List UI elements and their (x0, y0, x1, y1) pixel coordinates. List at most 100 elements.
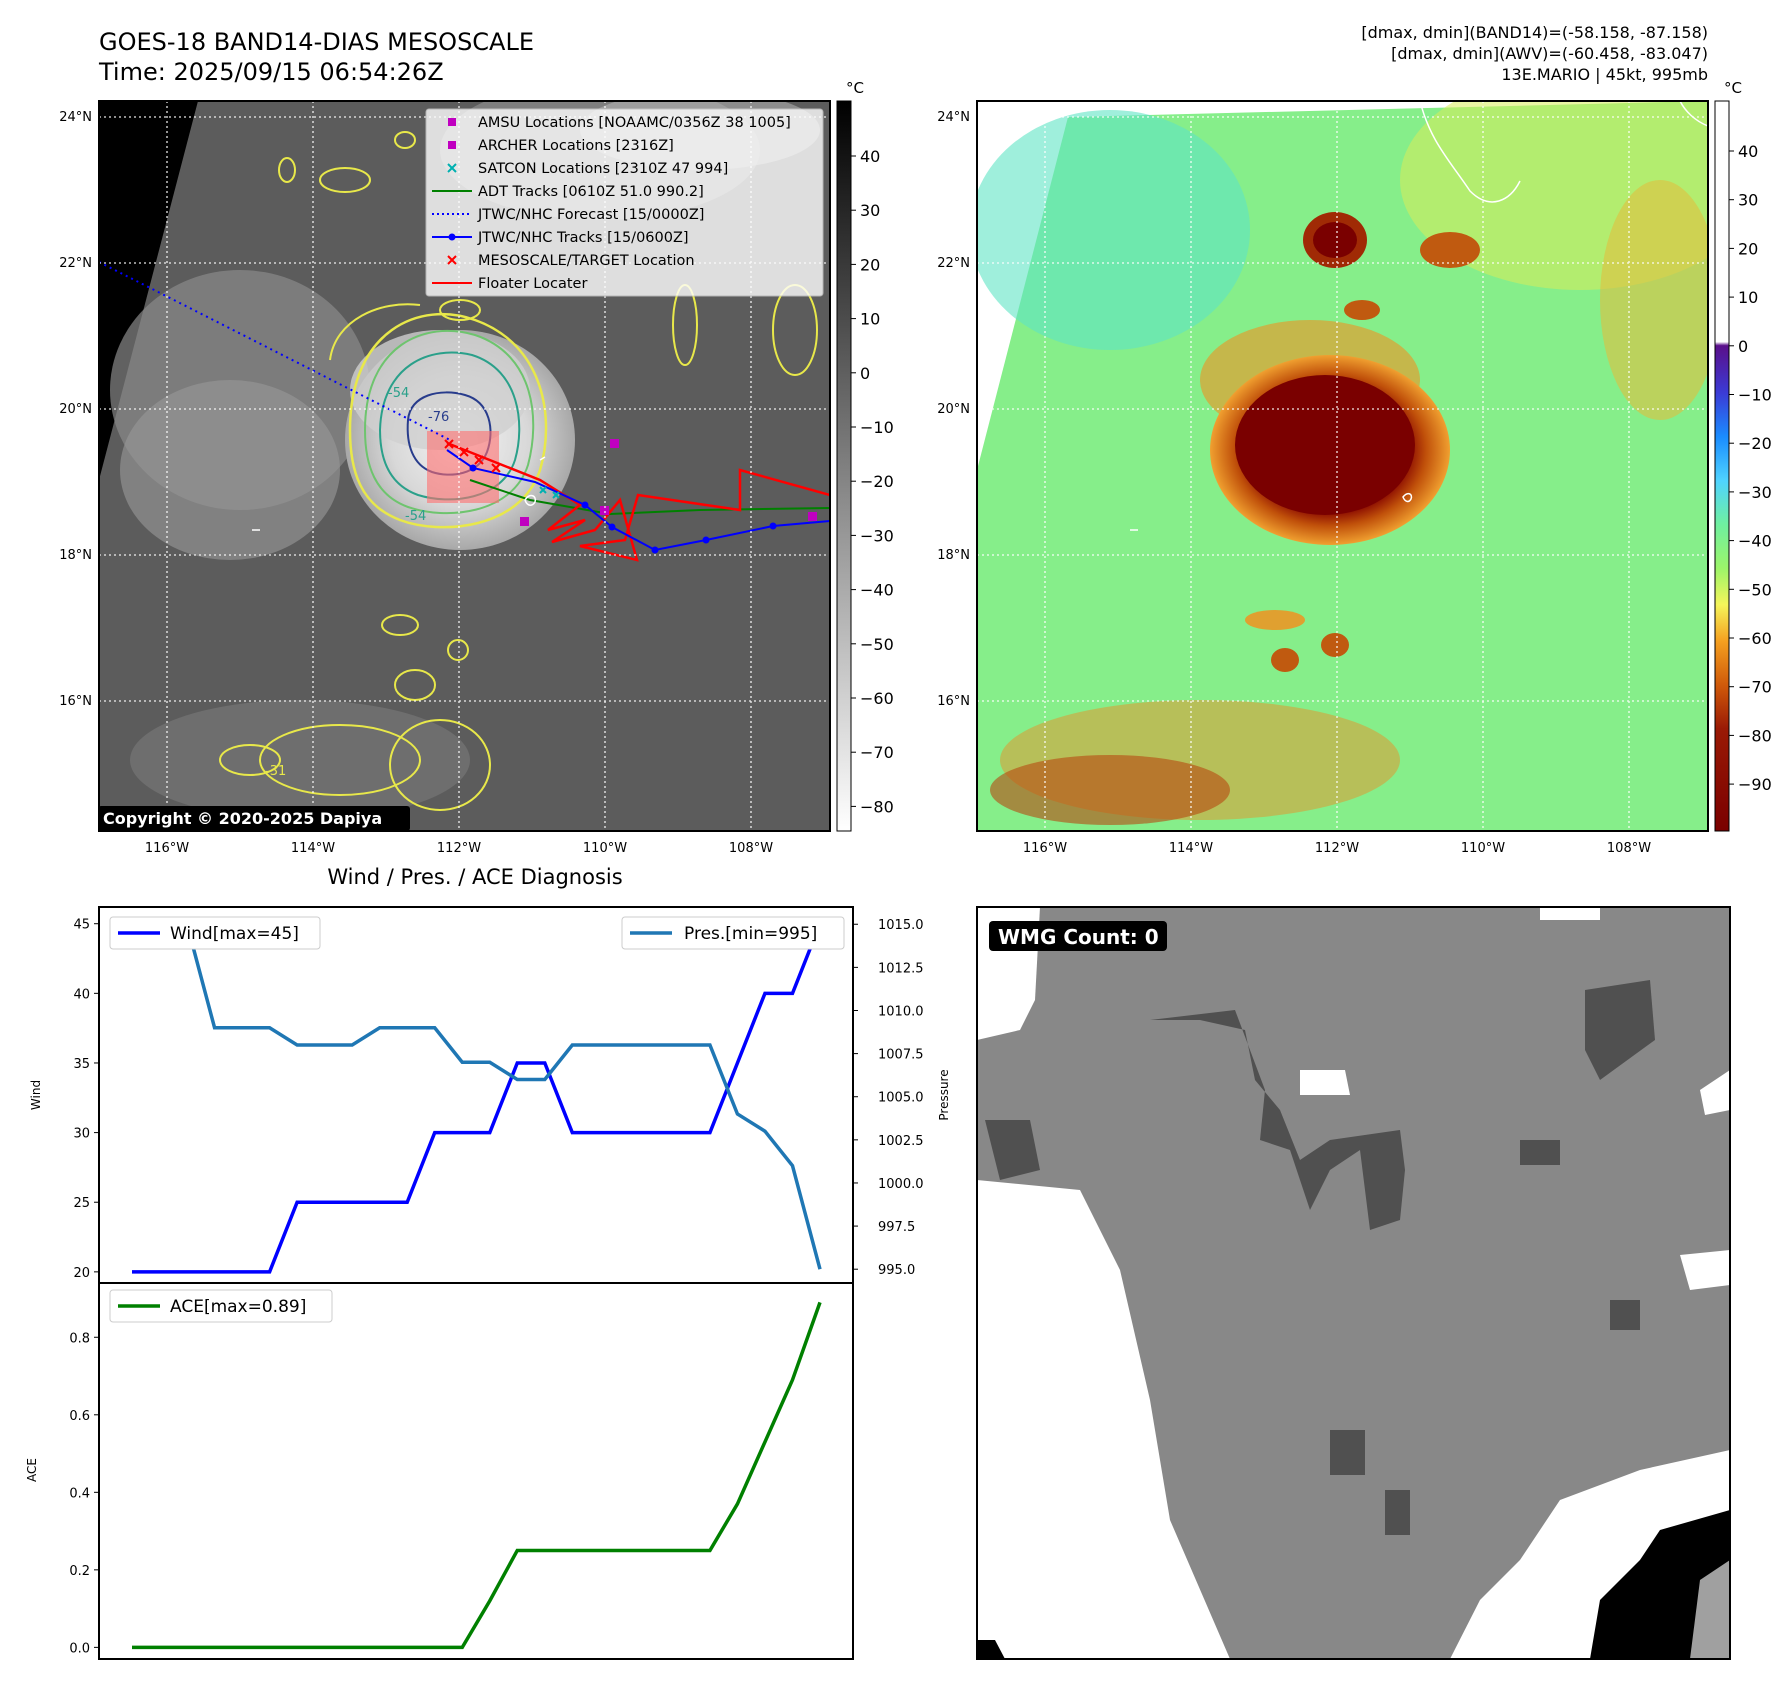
ace-axis-label: ACE (25, 1458, 39, 1482)
legend-label: AMSU Locations [NOAAMC/0356Z 38 1005] (478, 115, 791, 131)
colorbar-tick-label: 40 (860, 147, 880, 166)
adt-track (469, 479, 830, 516)
legend-entry: JTWC/NHC Forecast [15/0000Z] (432, 207, 704, 223)
colorbar-tick-label: −30 (1738, 483, 1772, 502)
ace-series-line (132, 1301, 822, 1650)
colorbar-tick-label: 10 (860, 310, 880, 329)
pressure-tick-label: 1010.0 (878, 1004, 924, 1019)
legend-entry: AMSU Locations [NOAAMC/0356Z 38 1005] (448, 115, 791, 131)
colorbar-tick-label: −20 (860, 472, 894, 491)
colorbar-tick-label: −70 (860, 743, 894, 762)
pressure-tick-label: 995.0 (878, 1263, 915, 1278)
pressure-legend: Pres.[min=995] (621, 916, 845, 950)
lat-tick-label: 20°N (937, 402, 970, 417)
legend-marker (448, 118, 456, 126)
wind-tick-label: 30 (73, 1127, 90, 1142)
colorbar-tick-label: −60 (860, 689, 894, 708)
lat-tick-label: 24°N (937, 110, 970, 125)
legend-label: Floater Locater (478, 276, 587, 292)
lon-tick-label: 116°W (145, 841, 189, 856)
legend-label: MESOSCALE/TARGET Location (478, 253, 695, 269)
ace-chart: 0.8 0.6 0.4 0.2 0.0 ACE[max=0.89] (69, 1282, 854, 1660)
legend-entry: ARCHER Locations [2316Z] (448, 138, 674, 154)
copyright-text: Copyright © 2020-2025 Dapiya (103, 809, 382, 828)
wmg-count-badge (989, 921, 1167, 951)
ace-tick-label: 0.4 (69, 1486, 90, 1501)
legend-label: JTWC/NHC Forecast [15/0000Z] (477, 207, 704, 223)
lat-tick-label: 24°N (59, 110, 92, 125)
colorbar-tick-label: 0 (1738, 337, 1748, 356)
pressure-tick-label: 1005.0 (878, 1091, 924, 1106)
legend-marker (447, 255, 457, 265)
lon-tick-label: 108°W (729, 841, 773, 856)
colorbar-tick-label: 10 (1738, 288, 1758, 307)
map-gridlines-right (977, 101, 1708, 831)
pressure-tick-label: 1012.5 (878, 961, 924, 976)
lat-tick-label: 18°N (937, 548, 970, 563)
floater-locator-track (446, 441, 830, 562)
wmg-panel: WMG Count: 0 (976, 906, 1731, 1660)
copyright-badge: Copyright © 2020-2025 Dapiya (98, 806, 410, 831)
contour-labels: -54 -76 -54 -31 (265, 386, 449, 779)
lat-tick-label: 20°N (59, 402, 92, 417)
wind-tick-label: 35 (73, 1057, 90, 1072)
wind-series-line (132, 923, 822, 1274)
wind-legend-label: Wind[max=45] (170, 924, 299, 944)
colorbar-tick-label: −50 (1738, 580, 1772, 599)
wind-tick-label: 20 (73, 1266, 90, 1281)
diagnosis-title: Wind / Pres. / ACE Diagnosis (327, 865, 622, 889)
legend-label: ARCHER Locations [2316Z] (478, 138, 674, 154)
mesoscale-target-box (427, 431, 499, 503)
lon-tick-label: 108°W (1607, 841, 1651, 856)
lat-tick-label: 18°N (59, 548, 92, 563)
colorbar-tick-label: −90 (1738, 775, 1772, 794)
contour-label-4: -31 (265, 764, 286, 779)
colorbar-tick-label: 30 (1738, 191, 1758, 210)
ace-tick-label: 0.8 (69, 1331, 90, 1346)
legend-entry: SATCON Locations [2310Z 47 994] (447, 161, 728, 177)
enhanced-colorbar: °C 40 30 20 10 0 −10 −20 −30 −40 −50 −60 −70 −80 −90 (1714, 79, 1772, 832)
colorbar-tick-label: 40 (1738, 142, 1758, 161)
colorbar-tick-label: −40 (860, 581, 894, 600)
lat-tick-label: 22°N (937, 256, 970, 271)
wmg-count-label: WMG Count: 0 (998, 925, 1159, 949)
amsu-archer-markers (520, 439, 817, 526)
lon-tick-label: 112°W (1315, 841, 1359, 856)
colorbar-tick-label: −30 (860, 526, 894, 545)
colorbar-tick-label: 0 (860, 364, 870, 383)
jtwc-track-points (469, 464, 777, 554)
contour-label-2: -76 (428, 410, 449, 425)
storm-info-line3: 13E.MARIO | 45kt, 995mb (1501, 65, 1708, 84)
colorbar-tick-label: 20 (1738, 239, 1758, 258)
ace-tick-label: 0.2 (69, 1564, 90, 1579)
pressure-legend-label: Pres.[min=995] (684, 924, 817, 944)
colorbar-tick-label: −70 (1738, 678, 1772, 697)
lat-tick-label: 22°N (59, 256, 92, 271)
wind-pressure-chart: 45 40 35 30 25 20 1015.0 1012.5 1010.0 1007.5 1005… (73, 906, 924, 1284)
colorbar-tick-label: −10 (860, 418, 894, 437)
wind-tick-label: 40 (73, 987, 90, 1002)
coastline-left (252, 456, 546, 531)
mesoscale-target-markers (444, 439, 501, 473)
legend-label: SATCON Locations [2310Z 47 994] (478, 161, 728, 177)
lon-tick-label: 110°W (583, 841, 627, 856)
ace-tick-label: 0.6 (69, 1409, 90, 1424)
storm-info-line2: [dmax, dmin](AWV)=(-60.458, -83.047) (1391, 44, 1708, 63)
ace-tick-label: 0.0 (69, 1641, 90, 1656)
enhanced-ir-map-panel (977, 101, 1708, 831)
ace-legend-label: ACE[max=0.89] (170, 1297, 306, 1317)
pressure-tick-label: 1002.5 (878, 1134, 924, 1149)
pressure-tick-label: 997.5 (878, 1220, 915, 1235)
lat-tick-label: 16°N (59, 694, 92, 709)
legend-entry: Floater Locater (432, 276, 587, 292)
contour-label-3: -54 (405, 509, 426, 524)
colorbar-tick-label: −80 (860, 797, 894, 816)
legend-entry: ADT Tracks [0610Z 51.0 990.2] (432, 184, 704, 200)
lon-tick-label: 114°W (291, 841, 335, 856)
map-legend: AMSU Locations [NOAAMC/0356Z 38 1005] ARC… (425, 108, 824, 297)
figure-title-line2: Time: 2025/09/15 06:54:26Z (98, 58, 444, 86)
coastline-right (1130, 101, 1708, 531)
map-tick-labels: 116°W 116°W 114°W 114°W 112°W 112°W 110°W 110°W… (59, 110, 1651, 856)
legend-label: ADT Tracks [0610Z 51.0 990.2] (478, 184, 704, 200)
